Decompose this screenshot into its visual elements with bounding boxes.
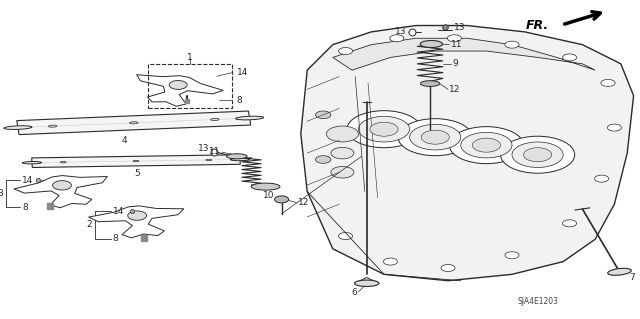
- Ellipse shape: [60, 161, 66, 163]
- Circle shape: [358, 116, 410, 142]
- Circle shape: [472, 138, 500, 152]
- Ellipse shape: [49, 125, 57, 127]
- Text: 14: 14: [237, 68, 248, 77]
- Circle shape: [370, 122, 398, 136]
- Circle shape: [339, 233, 353, 240]
- Text: 12: 12: [298, 198, 309, 207]
- Text: 14: 14: [113, 207, 124, 216]
- Text: 4: 4: [122, 136, 127, 145]
- Polygon shape: [32, 155, 240, 167]
- Circle shape: [331, 147, 354, 159]
- Circle shape: [421, 130, 449, 144]
- Text: 8: 8: [237, 96, 243, 105]
- Polygon shape: [14, 175, 108, 208]
- Circle shape: [563, 220, 577, 227]
- Text: 2: 2: [86, 220, 92, 229]
- Circle shape: [128, 211, 147, 220]
- Ellipse shape: [22, 161, 42, 164]
- Circle shape: [410, 124, 461, 150]
- Text: 11: 11: [209, 147, 221, 156]
- Text: SJA4E1203: SJA4E1203: [517, 297, 558, 306]
- Ellipse shape: [608, 268, 631, 275]
- Text: 8: 8: [113, 234, 118, 243]
- Circle shape: [563, 54, 577, 61]
- Text: 3: 3: [0, 189, 3, 198]
- Text: 6: 6: [351, 288, 357, 297]
- Bar: [148, 64, 232, 108]
- Polygon shape: [301, 26, 634, 281]
- Ellipse shape: [206, 159, 212, 161]
- Text: 13: 13: [198, 144, 209, 153]
- Circle shape: [449, 127, 524, 164]
- Text: 7: 7: [629, 273, 635, 282]
- Ellipse shape: [230, 158, 250, 161]
- Text: 5: 5: [135, 169, 140, 178]
- Text: 1: 1: [188, 53, 193, 62]
- Circle shape: [347, 111, 421, 148]
- Circle shape: [326, 126, 358, 142]
- Polygon shape: [17, 111, 251, 135]
- Ellipse shape: [4, 126, 32, 130]
- Ellipse shape: [420, 81, 440, 86]
- Ellipse shape: [227, 154, 247, 159]
- Circle shape: [607, 124, 621, 131]
- Circle shape: [595, 175, 609, 182]
- Ellipse shape: [420, 41, 443, 48]
- Circle shape: [500, 136, 575, 173]
- Polygon shape: [88, 206, 184, 238]
- Circle shape: [512, 142, 563, 167]
- Ellipse shape: [251, 183, 280, 190]
- Text: FR.: FR.: [526, 19, 549, 32]
- Ellipse shape: [355, 280, 379, 286]
- Polygon shape: [333, 38, 595, 70]
- Circle shape: [461, 132, 512, 158]
- Circle shape: [383, 258, 397, 265]
- Circle shape: [398, 119, 472, 156]
- Text: 11: 11: [451, 40, 462, 48]
- Circle shape: [390, 35, 404, 42]
- Circle shape: [339, 48, 353, 55]
- Circle shape: [601, 79, 615, 86]
- Circle shape: [441, 264, 455, 271]
- Circle shape: [52, 181, 72, 190]
- Circle shape: [447, 35, 461, 42]
- Circle shape: [505, 41, 519, 48]
- Text: 12: 12: [449, 85, 461, 94]
- Circle shape: [316, 111, 331, 119]
- Ellipse shape: [129, 122, 138, 124]
- Ellipse shape: [133, 160, 139, 162]
- Text: 13: 13: [395, 27, 406, 36]
- Polygon shape: [136, 75, 223, 106]
- Text: 8: 8: [22, 203, 28, 212]
- Ellipse shape: [275, 196, 289, 203]
- Text: 14: 14: [22, 176, 34, 185]
- Circle shape: [524, 148, 552, 162]
- Text: 13: 13: [454, 23, 466, 32]
- Circle shape: [316, 156, 331, 163]
- Ellipse shape: [211, 118, 219, 121]
- Circle shape: [169, 80, 187, 89]
- Circle shape: [505, 252, 519, 259]
- Circle shape: [331, 167, 354, 178]
- Text: 9: 9: [452, 59, 458, 68]
- Text: 10: 10: [263, 191, 275, 200]
- Ellipse shape: [236, 116, 264, 120]
